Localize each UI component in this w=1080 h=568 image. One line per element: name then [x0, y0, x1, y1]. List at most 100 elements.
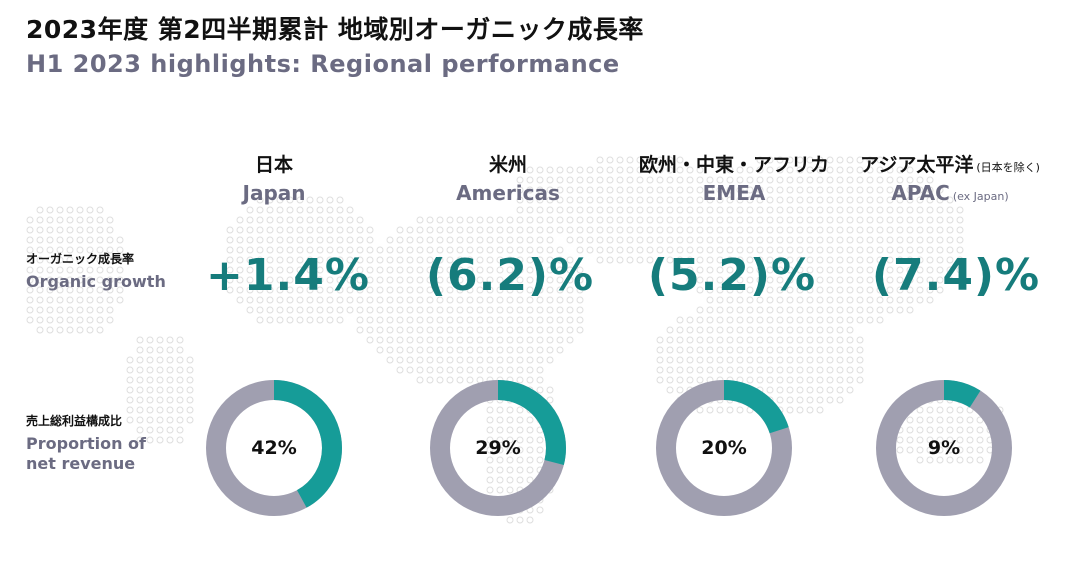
map-dot [226, 256, 234, 264]
map-dot [856, 346, 864, 354]
map-dot [466, 256, 474, 264]
map-dot [916, 186, 924, 194]
map-dot [516, 226, 524, 234]
map-dot [656, 246, 664, 254]
map-dot [516, 466, 524, 474]
map-dot [746, 356, 754, 364]
map-dot [836, 206, 844, 214]
map-dot [566, 266, 574, 274]
map-dot [906, 446, 914, 454]
map-dot [356, 246, 364, 254]
map-dot [606, 176, 614, 184]
donut-apac: 9% [874, 378, 1014, 518]
map-dot [936, 456, 944, 464]
map-dot [876, 306, 884, 314]
map-dot [956, 436, 964, 444]
map-dot [816, 196, 824, 204]
map-dot [866, 216, 874, 224]
map-dot [46, 236, 54, 244]
map-dot [866, 226, 874, 234]
map-dot [686, 206, 694, 214]
map-dot [536, 186, 544, 194]
map-dot [66, 316, 74, 324]
map-dot [896, 236, 904, 244]
map-dot [656, 236, 664, 244]
map-dot [86, 326, 94, 334]
map-dot [746, 186, 754, 194]
map-dot [796, 216, 804, 224]
map-dot [556, 216, 564, 224]
map-dot [706, 216, 714, 224]
map-dot [536, 266, 544, 274]
map-dot [746, 236, 754, 244]
map-dot [686, 366, 694, 374]
map-dot [466, 266, 474, 274]
map-dot [936, 426, 944, 434]
map-dot [76, 206, 84, 214]
map-dot [46, 326, 54, 334]
map-dot [276, 286, 284, 294]
map-dot [896, 186, 904, 194]
map-dot [36, 276, 44, 284]
map-dot [936, 246, 944, 254]
map-dot [426, 236, 434, 244]
map-dot [376, 256, 384, 264]
map-dot [276, 226, 284, 234]
map-dot [546, 316, 554, 324]
map-dot [326, 196, 334, 204]
map-dot [86, 226, 94, 234]
map-dot [786, 356, 794, 364]
map-dot [676, 336, 684, 344]
map-dot [486, 236, 494, 244]
map-dot [846, 236, 854, 244]
map-dot [916, 426, 924, 434]
map-dot [506, 336, 514, 344]
map-dot [606, 166, 614, 174]
map-dot [866, 156, 874, 164]
map-dot [436, 326, 444, 334]
map-dot [296, 206, 304, 214]
map-dot [706, 256, 714, 264]
map-dot [486, 316, 494, 324]
map-dot [696, 316, 704, 324]
row-label-jp: オーガニック成長率 [26, 252, 135, 266]
map-dot [696, 356, 704, 364]
donut-percent-label: 20% [701, 437, 747, 459]
map-dot [166, 406, 174, 414]
map-dot [276, 206, 284, 214]
donut-chart [206, 380, 342, 516]
map-dot [26, 306, 34, 314]
map-dot [946, 426, 954, 434]
map-dot [916, 436, 924, 444]
map-dot [686, 266, 694, 274]
map-dot [826, 356, 834, 364]
map-dot [676, 216, 684, 224]
map-dot [796, 286, 804, 294]
map-dot [426, 376, 434, 384]
map-dot [826, 376, 834, 384]
map-dot [416, 216, 424, 224]
map-dot [436, 366, 444, 374]
map-dot [666, 346, 674, 354]
map-dot [756, 276, 764, 284]
map-dot [536, 346, 544, 354]
map-dot [716, 306, 724, 314]
map-dot [856, 356, 864, 364]
map-dot [626, 256, 634, 264]
map-dot [926, 406, 934, 414]
map-dot [556, 326, 564, 334]
map-dot [706, 186, 714, 194]
map-dot [936, 446, 944, 454]
map-dot [746, 246, 754, 254]
map-dot [836, 386, 844, 394]
map-dot [626, 236, 634, 244]
map-dot [666, 226, 674, 234]
map-dot [446, 226, 454, 234]
map-dot [836, 336, 844, 344]
map-dot [166, 426, 174, 434]
map-dot [696, 246, 704, 254]
map-dot [546, 336, 554, 344]
map-dot [476, 256, 484, 264]
map-dot [826, 316, 834, 324]
map-dot [456, 236, 464, 244]
